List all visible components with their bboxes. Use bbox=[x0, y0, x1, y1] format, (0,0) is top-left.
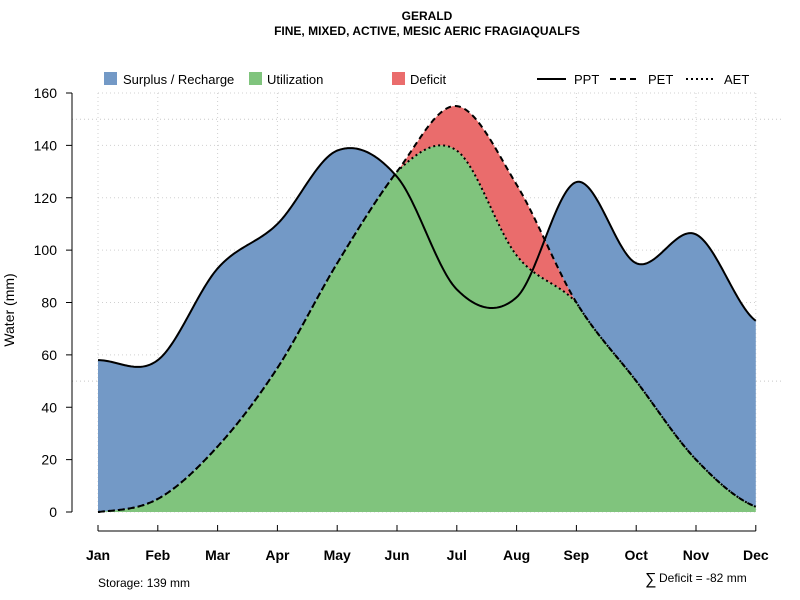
legend-swatch-utilization bbox=[249, 72, 262, 85]
legend-swatch-surplus bbox=[104, 72, 117, 85]
series-line-pet bbox=[97, 105, 757, 513]
legend-label-aet: AET bbox=[724, 72, 749, 87]
x-tick-label-aug: Aug bbox=[503, 547, 530, 563]
y-axis-title: Water (mm) bbox=[1, 273, 17, 346]
x-tick-label-oct: Oct bbox=[625, 547, 649, 563]
chart-subtitle: FINE, MIXED, ACTIVE, MESIC AERIC FRAGIAQ… bbox=[274, 24, 580, 38]
axes: 0 20 40 60 80 100 120 140 160 Jan Feb Mar Apr May Jun J… bbox=[34, 85, 769, 563]
legend-label-pet: PET bbox=[648, 72, 673, 87]
storage-label: Storage: 139 mm bbox=[98, 576, 190, 590]
area-surplus bbox=[98, 106, 756, 512]
x-tick-label-dec: Dec bbox=[743, 547, 769, 563]
x-tick-label-feb: Feb bbox=[145, 547, 170, 563]
area-utilization bbox=[98, 145, 756, 512]
x-tick-label-nov: Nov bbox=[683, 547, 710, 563]
deficit-total-label: Deficit = -82 mm bbox=[659, 571, 747, 585]
x-tick-label-sep: Sep bbox=[564, 547, 590, 563]
legend-label-utilization: Utilization bbox=[267, 72, 323, 87]
sum-symbol: ∑ bbox=[645, 571, 656, 588]
chart-title: GERALD bbox=[402, 9, 453, 23]
y-tick-label: 40 bbox=[41, 399, 57, 415]
series-line-aet bbox=[97, 144, 757, 513]
y-tick-label: 120 bbox=[34, 190, 58, 206]
areas bbox=[98, 106, 756, 512]
y-tick-label: 60 bbox=[41, 347, 57, 363]
x-tick-label-jun: Jun bbox=[385, 547, 410, 563]
y-tick-label: 80 bbox=[41, 295, 57, 311]
legend-swatch-deficit bbox=[392, 72, 405, 85]
series-line-ppt bbox=[97, 147, 757, 368]
series-lines bbox=[97, 105, 757, 513]
legend-label-surplus: Surplus / Recharge bbox=[123, 72, 234, 87]
x-tick-label-jan: Jan bbox=[86, 547, 110, 563]
x-tick-label-mar: Mar bbox=[205, 547, 230, 563]
x-tick-label-may: May bbox=[324, 547, 351, 563]
x-tick-label-apr: Apr bbox=[265, 547, 290, 563]
x-tick-label-jul: Jul bbox=[447, 547, 467, 563]
y-tick-label: 0 bbox=[49, 504, 57, 520]
legend-label-ppt: PPT bbox=[574, 72, 599, 87]
y-tick-label: 100 bbox=[34, 242, 58, 258]
legend: Surplus / Recharge Utilization Deficit P… bbox=[104, 72, 749, 87]
legend-label-deficit: Deficit bbox=[410, 72, 447, 87]
y-tick-label: 140 bbox=[34, 137, 58, 153]
y-tick-label: 20 bbox=[41, 452, 57, 468]
y-tick-label: 160 bbox=[34, 85, 58, 101]
